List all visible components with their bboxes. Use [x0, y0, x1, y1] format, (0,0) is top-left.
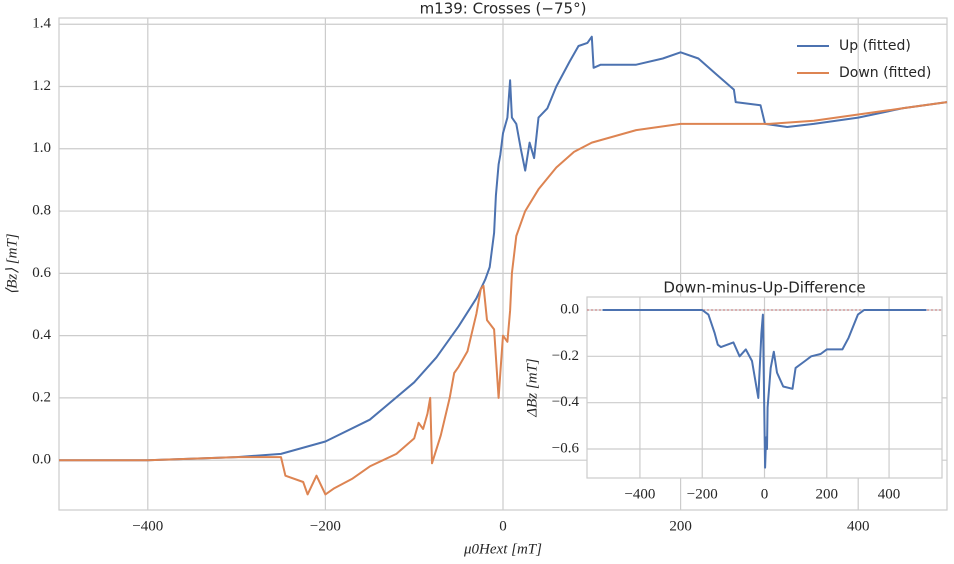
y-tick-label: 0.4	[32, 327, 51, 343]
y-tick-label: −0.4	[552, 394, 580, 410]
y-tick-label: 1.4	[32, 16, 51, 32]
chart-title: m139: Crosses (−75°)	[420, 0, 587, 18]
x-tick-label: −200	[310, 518, 341, 534]
x-tick-label: 200	[816, 486, 839, 502]
y-tick-label: 0.8	[32, 203, 51, 219]
y-tick-label: 1.2	[32, 78, 51, 94]
y-axis-label: ⟨Bz⟩ [mT]	[4, 233, 20, 294]
x-tick-label: 0	[761, 486, 769, 502]
x-tick-label: −400	[132, 518, 163, 534]
x-tick-label: 400	[878, 486, 901, 502]
x-tick-label: 200	[669, 518, 692, 534]
x-axis-label: μ0Hext [mT]	[463, 541, 542, 557]
y-axis-label: ΔBz [mT]	[524, 358, 540, 418]
y-tick-label: 0.0	[560, 301, 579, 317]
y-tick-label: −0.6	[552, 440, 580, 456]
x-tick-label: 400	[847, 518, 870, 534]
x-tick-label: 0	[499, 518, 507, 534]
legend-label: Up (fitted)	[839, 38, 911, 54]
y-tick-label: 1.0	[32, 140, 51, 156]
y-tick-label: −0.2	[552, 348, 579, 364]
y-tick-label: 0.2	[32, 389, 51, 405]
data-line	[59, 35, 948, 462]
x-tick-label: −400	[624, 486, 655, 502]
y-tick-label: 0.0	[32, 452, 51, 468]
legend-label: Down (fitted)	[839, 65, 931, 81]
x-tick-label: −200	[687, 486, 718, 502]
chart-title: Down-minus-Up-Difference	[663, 279, 865, 297]
data-line	[59, 101, 948, 496]
y-tick-label: 0.6	[32, 265, 51, 281]
data-line	[602, 309, 927, 469]
